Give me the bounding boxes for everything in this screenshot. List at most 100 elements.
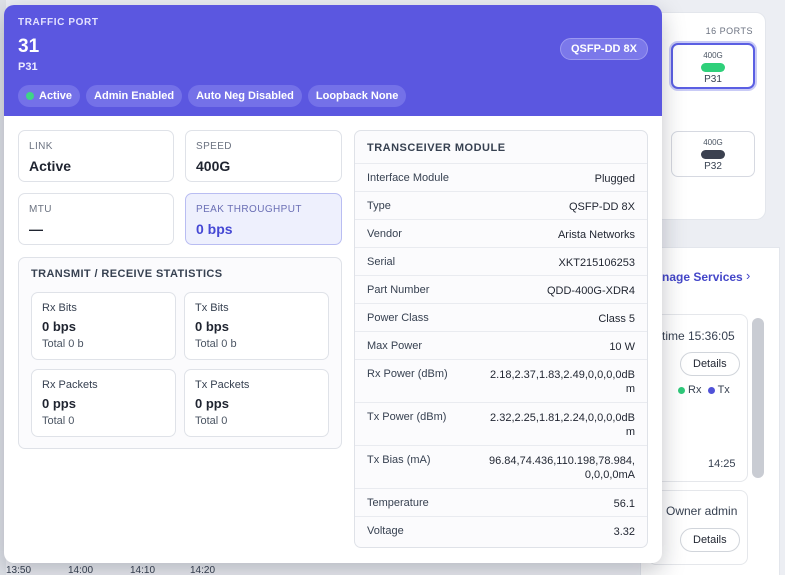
chart-tick-label: 14:25 xyxy=(708,458,736,470)
row-value: Class 5 xyxy=(598,313,635,325)
status-chip-admin: Admin Enabled xyxy=(86,85,183,107)
row-value: 2.32,2.25,1.81,2.24,0,0,0,0dBm xyxy=(490,412,635,438)
transceiver-row: Interface Module Plugged xyxy=(355,163,647,191)
transceiver-row: Tx Power (dBm) 2.32,2.25,1.81,2.24,0,0,0,… xyxy=(355,402,647,445)
metric-peak-throughput: PEAK THROUGHPUT 0 bps xyxy=(185,193,342,245)
service-card xyxy=(648,314,748,482)
background-chart-axis: 13:50 14:00 14:10 14:20 xyxy=(0,563,290,575)
row-value: 10 W xyxy=(609,341,635,353)
transceiver-row: Type QSFP-DD 8X xyxy=(355,191,647,219)
module-type-badge: QSFP-DD 8X xyxy=(559,38,648,60)
stat-label: Tx Packets xyxy=(195,379,250,391)
scrollbar-thumb[interactable] xyxy=(752,318,764,478)
row-value: XKT215106253 xyxy=(558,257,635,269)
legend-rx: Rx xyxy=(688,384,702,396)
popover-header: TRAFFIC PORT 31 P31 QSFP-DD 8X Active Ad… xyxy=(4,5,662,116)
metric-value: 0 bps xyxy=(196,221,233,237)
metric-value: — xyxy=(29,221,43,237)
chevron-right-icon[interactable]: › xyxy=(746,268,751,283)
port-name: P31 xyxy=(704,74,722,85)
port-status-led xyxy=(701,150,725,159)
metric-mtu: MTU — xyxy=(18,193,174,245)
status-chip-loopback: Loopback None xyxy=(307,85,407,107)
row-key: Voltage xyxy=(367,525,404,537)
port-status-led xyxy=(701,63,725,72)
row-key: Tx Bias (mA) xyxy=(367,454,431,466)
port-subtitle: P31 xyxy=(18,61,38,73)
row-key: Power Class xyxy=(367,312,429,324)
port-title: 31 xyxy=(18,36,40,57)
axis-tick: 13:50 xyxy=(6,565,32,575)
metric-label: PEAK THROUGHPUT xyxy=(196,204,302,215)
transceiver-row: Temperature 56.1 xyxy=(355,488,647,516)
axis-tick: 14:00 xyxy=(68,565,94,575)
row-key: Vendor xyxy=(367,228,402,240)
row-value: 3.32 xyxy=(613,526,635,538)
header-label: TRAFFIC PORT xyxy=(18,17,99,28)
metric-label: MTU xyxy=(29,204,52,215)
row-value: Plugged xyxy=(594,173,635,185)
details-button[interactable]: Details xyxy=(680,352,740,376)
axis-tick: 14:20 xyxy=(190,565,216,575)
stat-total: Total 0 xyxy=(42,415,75,427)
tx-dot-icon xyxy=(707,386,715,394)
transceiver-row: Vendor Arista Networks xyxy=(355,219,647,247)
status-chip-active: Active xyxy=(18,85,81,107)
manage-services-link[interactable]: nage Services xyxy=(662,270,743,284)
metric-label: LINK xyxy=(29,141,53,152)
row-key: Interface Module xyxy=(367,172,449,184)
row-key: Serial xyxy=(367,256,396,268)
service-time: time 15:36:05 xyxy=(662,329,735,343)
status-chip-autoneg: Auto Neg Disabled xyxy=(188,85,302,107)
stat-tx-bits: Tx Bits 0 bps Total 0 b xyxy=(184,292,329,360)
stat-label: Rx Packets xyxy=(42,379,98,391)
row-key: Part Number xyxy=(367,284,430,296)
axis-tick: 14:10 xyxy=(130,565,156,575)
transceiver-module-panel: TRANSCEIVER MODULE Interface Module Plugg… xyxy=(354,130,648,548)
status-chips: Active Admin Enabled Auto Neg Disabled L… xyxy=(18,85,407,107)
port-name: P32 xyxy=(704,161,722,172)
service-card xyxy=(648,490,748,565)
legend-tx: Tx xyxy=(717,384,730,396)
details-button[interactable]: Details xyxy=(680,528,740,552)
owner-text: Owner admin xyxy=(666,504,738,518)
stat-total: Total 0 b xyxy=(42,338,84,350)
metric-label: SPEED xyxy=(196,141,232,152)
metric-link: LINK Active xyxy=(18,130,174,182)
row-value: 2.18,2.37,1.83,2.49,0,0,0,0dBm xyxy=(490,369,635,395)
transceiver-row: Tx Bias (mA) 96.84,74.436,110.198,78.984,… xyxy=(355,445,647,488)
chart-legend: Rx Tx xyxy=(678,384,730,396)
row-key: Temperature xyxy=(367,497,429,509)
row-value: Arista Networks xyxy=(557,229,635,241)
metric-value: Active xyxy=(29,158,72,174)
metric-speed: SPEED 400G xyxy=(185,130,342,182)
row-value: 96.84,74.436,110.198,78.984,0,0,0,0mA xyxy=(489,455,635,481)
row-key: Rx Power (dBm) xyxy=(367,368,448,380)
row-value: QSFP-DD 8X xyxy=(568,201,635,213)
stat-tx-packets: Tx Packets 0 pps Total 0 xyxy=(184,369,329,437)
transmit-receive-stats: TRANSMIT / RECEIVE STATISTICS Rx Bits 0 … xyxy=(18,257,342,449)
row-key: Type xyxy=(367,200,391,212)
port-tile-p31[interactable]: 400G P31 xyxy=(671,43,755,89)
transceiver-row: Part Number QDD-400G-XDR4 xyxy=(355,275,647,303)
port-detail-popover: TRAFFIC PORT 31 P31 QSFP-DD 8X Active Ad… xyxy=(4,5,662,563)
transceiver-row: Power Class Class 5 xyxy=(355,303,647,331)
row-key: Tx Power (dBm) xyxy=(367,411,447,423)
stat-total: Total 0 b xyxy=(195,338,237,350)
stats-title: TRANSMIT / RECEIVE STATISTICS xyxy=(31,268,223,280)
rx-dot-icon xyxy=(678,386,685,394)
stat-rx-packets: Rx Packets 0 pps Total 0 xyxy=(31,369,176,437)
stat-value: 0 pps xyxy=(195,396,229,411)
stat-rx-bits: Rx Bits 0 bps Total 0 b xyxy=(31,292,176,360)
background-left-strip xyxy=(0,0,6,575)
stat-total: Total 0 xyxy=(195,415,228,427)
stat-value: 0 bps xyxy=(195,319,229,334)
stat-value: 0 bps xyxy=(42,319,76,334)
port-tile-p32[interactable]: 400G P32 xyxy=(671,131,755,177)
transceiver-row: Voltage 3.32 xyxy=(355,516,647,544)
stat-label: Rx Bits xyxy=(42,302,77,314)
port-speed: 400G xyxy=(703,51,723,60)
transceiver-row: Rx Power (dBm) 2.18,2.37,1.83,2.49,0,0,0,… xyxy=(355,359,647,402)
transceiver-title: TRANSCEIVER MODULE xyxy=(367,142,506,154)
stat-label: Tx Bits xyxy=(195,302,229,314)
